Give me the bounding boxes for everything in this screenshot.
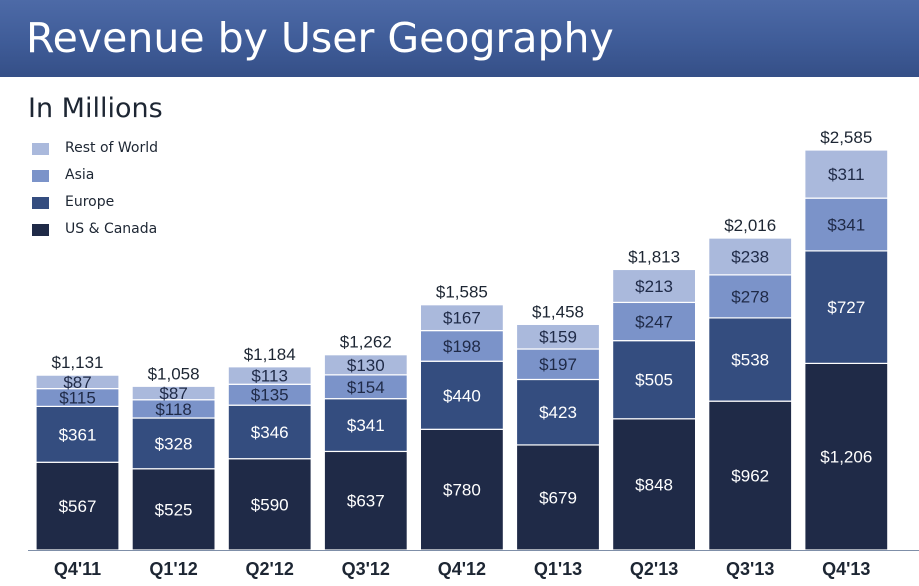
bar-segment-europe: [708, 317, 793, 402]
bar-segment-asia: [515, 348, 601, 381]
data-label-us-canada: $780: [443, 481, 481, 500]
bar-segment-us-canada: [323, 450, 408, 551]
data-label-europe: $423: [539, 403, 577, 422]
data-label-us-canada: $679: [539, 488, 577, 507]
data-label-rest-of-world: $87: [63, 373, 91, 392]
bar-segment-rest-of-world: [227, 366, 312, 385]
total-label: $1,585: [436, 283, 488, 302]
bar-segment-rest-of-world: [35, 374, 120, 390]
x-tick-label: Q1'12: [149, 559, 197, 579]
bar-segment-rest-of-world: [611, 268, 697, 304]
legend-label-asia: Asia: [65, 167, 95, 183]
data-label-rest-of-world: $159: [539, 328, 577, 347]
data-label-us-canada: $1,206: [820, 448, 872, 467]
data-label-rest-of-world: $113: [251, 367, 288, 386]
data-label-asia: $118: [155, 400, 192, 419]
data-label-us-canada: $525: [155, 500, 193, 519]
x-tick-label: Q3'13: [726, 559, 774, 579]
bar-segment-europe: [227, 404, 312, 460]
x-tick-label: Q4'11: [54, 559, 101, 579]
data-label-europe: $361: [59, 425, 97, 444]
x-tick-label: Q4'12: [438, 559, 486, 579]
data-label-europe: $538: [731, 351, 769, 370]
data-label-rest-of-world: $87: [159, 384, 187, 403]
bar-segment-us-canada: [804, 362, 889, 551]
data-label-rest-of-world: $213: [635, 277, 673, 296]
data-label-asia: $278: [731, 287, 769, 306]
total-label: $1,458: [532, 302, 584, 321]
bar-segment-rest-of-world: [804, 149, 889, 199]
x-tick-label: Q1'13: [534, 559, 582, 579]
data-label-rest-of-world: $311: [828, 165, 865, 184]
chart-subtitle: In Millions: [28, 93, 163, 124]
legend-label-europe: Europe: [65, 194, 115, 210]
data-label-us-canada: $637: [347, 492, 385, 511]
bar-segment-europe: [323, 398, 408, 453]
data-label-us-canada: $962: [731, 467, 769, 486]
data-label-asia: $197: [539, 355, 577, 374]
data-label-us-canada: $567: [59, 497, 97, 516]
data-label-europe: $440: [443, 386, 481, 405]
total-label: $1,184: [244, 345, 296, 364]
data-label-rest-of-world: $238: [731, 247, 769, 266]
total-label: $1,058: [148, 364, 200, 383]
data-label-asia: $115: [59, 389, 96, 408]
total-label: $2,585: [820, 128, 872, 147]
bar-segment-europe: [611, 340, 697, 420]
data-label-europe: $328: [155, 434, 193, 453]
bar-segment-rest-of-world: [708, 237, 793, 276]
data-label-us-canada: $848: [635, 475, 673, 494]
legend-swatch-europe: [32, 197, 49, 209]
legend-swatch-asia: [32, 170, 49, 182]
data-label-europe: $341: [347, 416, 385, 435]
data-label-rest-of-world: $167: [443, 309, 481, 328]
data-label-asia: $135: [251, 386, 289, 405]
data-label-us-canada: $590: [251, 495, 289, 514]
bar-segment-europe: [804, 250, 889, 364]
data-label-asia: $198: [443, 337, 481, 356]
data-label-rest-of-world: $130: [347, 356, 385, 375]
total-label: $1,813: [628, 247, 680, 266]
bar-segment-us-canada: [131, 468, 216, 551]
bar-segment-europe: [515, 378, 601, 446]
data-label-asia: $341: [827, 216, 865, 235]
legend-swatch-rest-of-world: [32, 143, 49, 155]
bar-segment-rest-of-world: [131, 385, 216, 401]
data-label-europe: $346: [251, 423, 289, 442]
bar-segment-rest-of-world: [419, 304, 504, 332]
bar-segment-europe: [419, 360, 504, 430]
bar-segment-asia: [419, 329, 504, 362]
legend-label-us-canada: US & Canada: [65, 221, 158, 237]
legend-label-rest-of-world: Rest of World: [65, 140, 159, 156]
bar-segment-asia: [804, 197, 889, 252]
data-label-asia: $154: [347, 378, 385, 397]
bar-segment-us-canada: [515, 444, 601, 551]
bar-segment-rest-of-world: [515, 323, 601, 350]
total-label: $1,131: [52, 353, 104, 372]
x-tick-label: Q2'13: [630, 559, 678, 579]
bar-segment-us-canada: [419, 428, 504, 551]
x-tick-label: Q3'12: [342, 559, 390, 579]
x-tick-label: Q4'13: [822, 559, 870, 579]
total-label: $1,262: [340, 333, 392, 352]
page-title: Revenue by User Geography: [26, 14, 614, 62]
title-bar: Revenue by User Geography: [0, 0, 919, 77]
total-label: $2,016: [724, 216, 776, 235]
data-label-europe: $505: [635, 371, 673, 390]
bar-segment-us-canada: [227, 458, 312, 551]
bar-segment-rest-of-world: [323, 354, 408, 376]
bar-segment-asia: [708, 274, 793, 319]
data-label-asia: $247: [635, 313, 673, 332]
x-tick-label: Q2'12: [246, 559, 294, 579]
legend-swatch-us-canada: [32, 224, 49, 236]
data-label-europe: $727: [827, 298, 865, 317]
